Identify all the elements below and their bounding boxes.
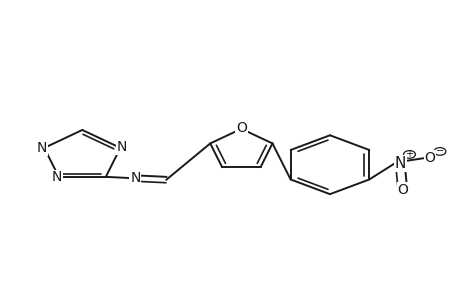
Text: N: N: [130, 171, 140, 185]
Text: O: O: [397, 183, 407, 197]
Text: N: N: [116, 140, 127, 154]
Text: O: O: [235, 121, 246, 135]
Text: N: N: [37, 141, 47, 155]
Text: −: −: [435, 146, 443, 157]
Text: N: N: [52, 170, 62, 184]
Text: O: O: [424, 151, 435, 165]
Text: +: +: [405, 149, 413, 159]
Text: N: N: [394, 156, 405, 171]
